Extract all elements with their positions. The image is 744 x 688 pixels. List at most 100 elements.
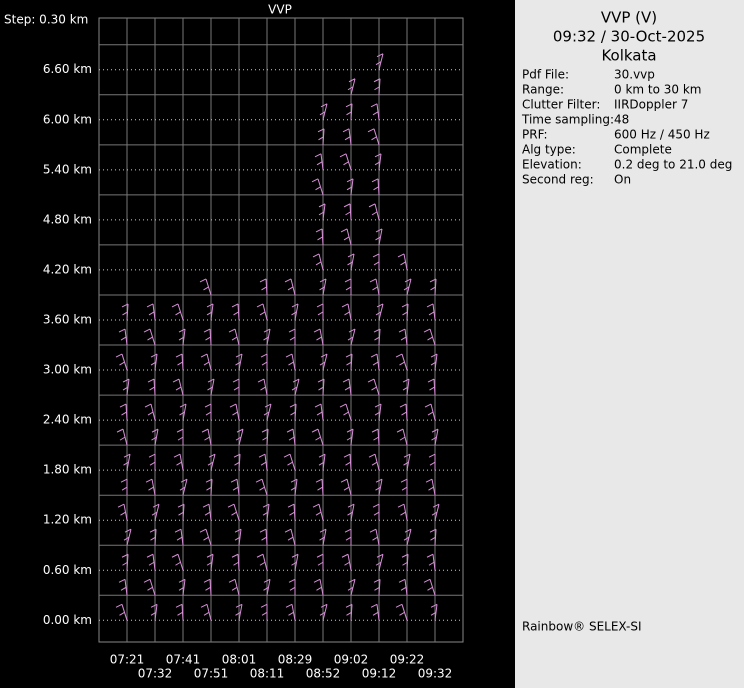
wind-barb (347, 503, 355, 521)
x-tick-label: 08:52 (306, 667, 341, 681)
wind-barb (228, 578, 240, 596)
panel-value: On (614, 173, 631, 187)
wind-barb (172, 378, 184, 396)
wind-barb (200, 353, 212, 371)
wind-barb (118, 328, 128, 346)
wind-barb (231, 303, 240, 321)
wind-barb (403, 278, 412, 296)
wind-barb (201, 428, 212, 446)
wind-barb (121, 553, 129, 571)
wind-barb (291, 303, 299, 321)
wind-barb (340, 228, 352, 246)
panel-key: Range: (522, 83, 564, 97)
wind-barb (288, 578, 296, 596)
wind-barb (232, 378, 240, 396)
wind-barb (235, 603, 243, 621)
wind-barb (370, 103, 380, 120)
wind-barb (347, 253, 355, 271)
wind-barb (402, 378, 410, 396)
y-tick-label: 6.00 km (43, 112, 92, 126)
panel-value: IIRDoppler 7 (614, 98, 688, 112)
wind-barb (151, 428, 159, 446)
barb-column (311, 103, 328, 621)
wind-barb (285, 353, 296, 371)
barb-column (255, 278, 272, 621)
x-tick-label: 07:21 (110, 653, 145, 667)
barb-column (367, 53, 384, 621)
wind-barb (284, 528, 296, 546)
wind-barb (319, 353, 328, 371)
wind-barb (397, 253, 408, 271)
wind-barb (117, 503, 128, 521)
wind-barb (373, 578, 381, 596)
wind-barb (289, 403, 297, 421)
wind-barb (311, 428, 324, 446)
wind-barb (369, 278, 380, 296)
wind-barb (118, 578, 128, 596)
wind-barb (344, 528, 352, 546)
wind-barb (342, 128, 352, 145)
wind-barb (147, 378, 156, 396)
wind-barb (395, 603, 408, 621)
info-panel: VVP (V) 09:32 / 30-Oct-2025 Kolkata Rain… (515, 0, 744, 688)
wind-barb (177, 503, 185, 521)
y-tick-label: 3.00 km (43, 363, 92, 377)
barb-column (339, 78, 356, 621)
y-tick-label: 0.00 km (43, 613, 92, 627)
wind-barb (146, 553, 156, 571)
wind-barb (423, 578, 436, 596)
wind-barb (319, 103, 328, 120)
wind-barb (256, 553, 268, 571)
wind-barb (403, 528, 412, 546)
wind-barb (234, 528, 242, 546)
wind-barb (374, 153, 382, 170)
x-tick-label: 09:22 (390, 653, 425, 667)
wind-barb (283, 453, 296, 471)
wind-barb (204, 403, 212, 421)
wind-barb (263, 578, 271, 596)
wind-barb (345, 103, 353, 120)
wind-barb (396, 428, 408, 446)
wind-barb (235, 353, 243, 371)
wind-barb (398, 328, 408, 346)
wind-barb (371, 178, 380, 195)
wind-barb (375, 478, 383, 496)
wind-barb (143, 328, 156, 346)
wind-barb (400, 478, 408, 496)
panel-key: Alg type: (522, 143, 576, 157)
wind-barb (174, 528, 184, 546)
wind-barb (227, 503, 240, 521)
wind-barb (343, 203, 352, 220)
barb-column (199, 278, 216, 621)
wind-barb (367, 378, 380, 396)
wind-barb (230, 478, 240, 496)
x-tick-label: 09:32 (418, 667, 453, 681)
wind-barb (317, 378, 325, 396)
wind-barb (233, 453, 241, 471)
wind-barb (122, 378, 130, 396)
panel-datetime: 09:32 / 30-Oct-2025 (553, 28, 705, 46)
barb-column (115, 303, 132, 621)
barb-column (227, 303, 244, 621)
barb-column (283, 278, 300, 621)
x-tick-label: 07:51 (194, 667, 229, 681)
wind-barb (228, 328, 240, 346)
wind-barb (372, 503, 380, 521)
panel-key: Pdf File: (522, 68, 569, 82)
wind-barb (257, 378, 268, 396)
wind-barb (319, 528, 327, 546)
wind-barb (203, 328, 212, 346)
chart-title: VVP (268, 3, 292, 17)
step-label: Step: 0.30 km (4, 13, 88, 27)
wind-barb (203, 578, 212, 596)
y-tick-label: 5.40 km (43, 162, 92, 176)
wind-barb (200, 603, 212, 621)
panel-site: Kolkata (601, 47, 656, 65)
wind-barb (313, 578, 324, 596)
wind-barb (429, 278, 437, 295)
wind-barb (206, 553, 214, 571)
wind-barb (288, 328, 296, 346)
wind-barb (401, 303, 409, 321)
wind-barb (176, 428, 184, 446)
wind-barb (146, 303, 156, 321)
